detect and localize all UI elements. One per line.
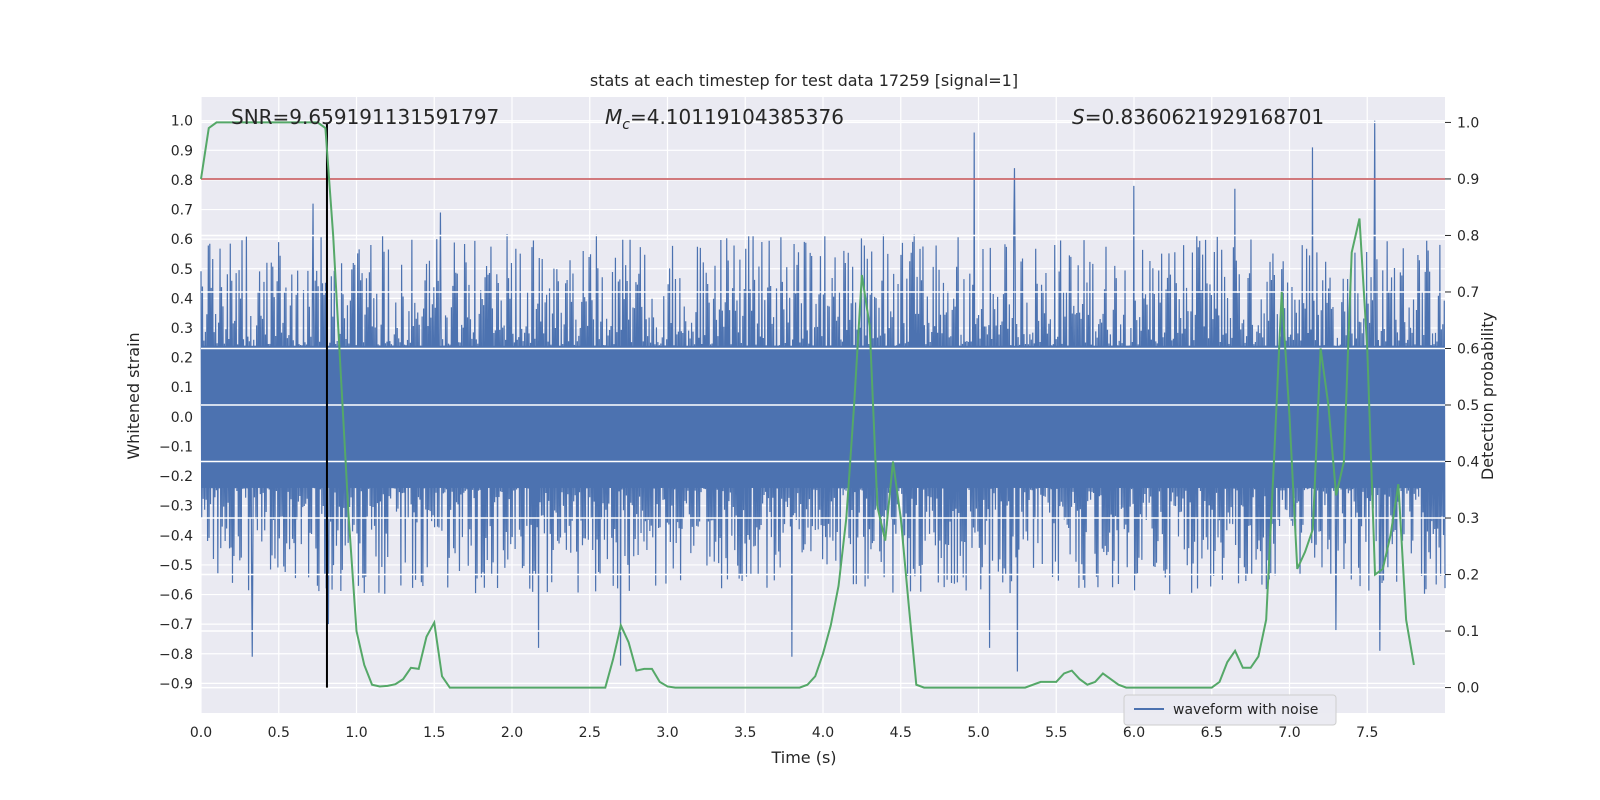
chirp-mass-symbol: M <box>605 105 622 129</box>
strain-core-band <box>201 345 1445 488</box>
x-tick-label: 2.5 <box>579 725 601 741</box>
x-tick-label: 7.5 <box>1356 725 1378 741</box>
legend-label-strain: waveform with noise <box>1173 702 1318 718</box>
chirp-mass-annotation: Mc=4.10119104385376 <box>605 105 844 133</box>
y-tick-label: 0.0 <box>171 410 193 426</box>
y-tick-label: −0.2 <box>159 469 193 485</box>
y-tick-label: 0.3 <box>171 321 193 337</box>
x-tick-label: 2.0 <box>501 725 523 741</box>
snr-annotation: SNR=9.659191131591797 <box>231 105 499 129</box>
y2-tick-label: 0.3 <box>1457 511 1479 527</box>
y2-tick-label: 0.1 <box>1457 624 1479 640</box>
y-tick-label: −0.5 <box>159 558 193 574</box>
y-tick-label: 0.2 <box>171 351 193 367</box>
x-axis-label: Time (s) <box>770 748 836 767</box>
y-tick-label: 0.4 <box>171 291 193 307</box>
y2-tick-label: 0.2 <box>1457 568 1479 584</box>
y-tick-label: −0.7 <box>159 617 193 633</box>
x-tick-label: 7.0 <box>1278 725 1300 741</box>
x-tick-label: 0.0 <box>190 725 212 741</box>
legend-box <box>1123 694 1337 726</box>
legend: waveform with noise <box>1123 694 1337 726</box>
x-tick-label: 3.0 <box>656 725 678 741</box>
y2-axis-ticks: 0.0 0.1 0.2 0.3 0.4 0.5 0.6 0.7 0.8 0.9 1.0 <box>1445 115 1479 697</box>
y-axis-ticks: −0.9 −0.8 −0.7 −0.6 −0.5 −0.4 −0.3 −0.2 −0.1 0.0 0… <box>159 114 193 693</box>
y-tick-label: 0.8 <box>171 173 193 189</box>
x-tick-label: 5.0 <box>967 725 989 741</box>
chirp-mass-subscript: c <box>622 117 630 133</box>
y2-tick-label: 0.9 <box>1457 172 1479 188</box>
y-tick-label: −0.6 <box>159 588 193 604</box>
y2-axis-label: Detection probability <box>1478 312 1497 480</box>
x-tick-label: 6.0 <box>1123 725 1145 741</box>
x-tick-label: 6.5 <box>1201 725 1223 741</box>
y-tick-label: 0.9 <box>171 143 193 159</box>
y-tick-label: 0.6 <box>171 232 193 248</box>
x-axis-ticks: 0.0 0.5 1.0 1.5 2.0 2.5 3.0 3.5 4.0 4.5 5.0 5.5 6.0 6… <box>190 725 1379 741</box>
strain-series <box>200 120 1446 672</box>
x-tick-label: 1.0 <box>345 725 367 741</box>
s-annotation: S=0.8360621929168701 <box>1072 105 1324 129</box>
y2-tick-label: 0.7 <box>1457 285 1479 301</box>
y-tick-label: −0.3 <box>159 499 193 515</box>
y2-tick-label: 0.8 <box>1457 228 1479 244</box>
y-tick-label: 0.1 <box>171 380 193 396</box>
x-tick-label: 4.5 <box>890 725 912 741</box>
y-tick-label: −0.1 <box>159 439 193 455</box>
s-value: =0.8360621929168701 <box>1085 105 1324 129</box>
y-tick-label: 0.5 <box>171 262 193 278</box>
x-tick-label: 4.0 <box>812 725 834 741</box>
y2-tick-label: 0.6 <box>1457 341 1479 357</box>
chirp-mass-value: =4.10119104385376 <box>630 105 844 129</box>
probability-line <box>200 121 1415 689</box>
y2-tick-label: 0.5 <box>1457 398 1479 414</box>
y-tick-label: −0.4 <box>159 528 193 544</box>
x-tick-label: 5.5 <box>1045 725 1067 741</box>
y2-tick-label: 0.4 <box>1457 455 1479 471</box>
y2-tick-label: 0.0 <box>1457 681 1479 697</box>
y-axis-label: Whitened strain <box>124 332 143 459</box>
y-tick-label: 0.7 <box>171 203 193 219</box>
x-tick-label: 1.5 <box>423 725 445 741</box>
x-tick-label: 0.5 <box>268 725 290 741</box>
y-tick-label: −0.8 <box>159 647 193 663</box>
x-tick-label: 3.5 <box>734 725 756 741</box>
y-tick-label: 1.0 <box>171 114 193 130</box>
s-symbol: S <box>1072 105 1085 129</box>
chart-title: stats at each timestep for test data 172… <box>590 71 1018 90</box>
y-tick-label: −0.9 <box>159 676 193 692</box>
y2-tick-label: 1.0 <box>1457 115 1479 131</box>
